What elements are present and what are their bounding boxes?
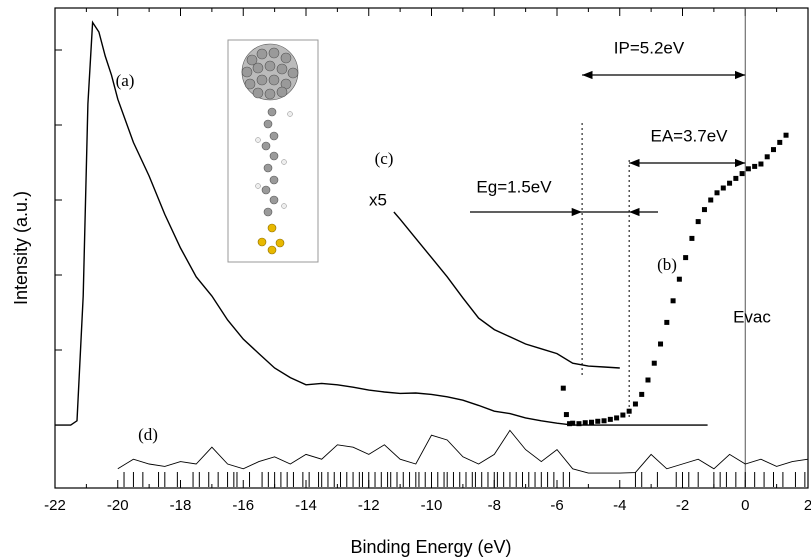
x-tick-label: -6	[550, 497, 563, 514]
scatter-point	[576, 421, 581, 426]
x-tick-label: -12	[358, 497, 380, 514]
scatter-point	[721, 186, 726, 191]
x-tick-label: -2	[676, 497, 689, 514]
scatter-point	[595, 419, 600, 424]
molecule-inset	[228, 40, 318, 262]
scatter-point	[645, 378, 650, 383]
scatter-point	[614, 415, 619, 420]
scatter-point	[746, 166, 751, 171]
scatter-point	[784, 133, 789, 138]
series-label: (b)	[657, 255, 677, 274]
scatter-point	[758, 162, 763, 167]
scatter-point	[664, 320, 669, 325]
scatter-point	[740, 171, 745, 176]
x-axis-label: Binding Energy (eV)	[350, 537, 511, 557]
x-tick-label: -22	[44, 497, 66, 514]
scatter-point	[715, 190, 720, 195]
scatter-point	[583, 420, 588, 425]
scatter-point	[727, 181, 732, 186]
scatter-point	[639, 392, 644, 397]
x-tick-label: -16	[232, 497, 254, 514]
x-tick-label: -20	[107, 497, 129, 514]
scatter-point	[733, 176, 738, 181]
y-axis-label: Intensity (a.u.)	[11, 191, 31, 305]
scatter-point	[589, 420, 594, 425]
series-label: (a)	[116, 71, 135, 90]
x-tick-label: -14	[295, 497, 317, 514]
scatter-point	[771, 147, 776, 152]
scatter-point	[765, 154, 770, 159]
scatter-point	[620, 413, 625, 418]
scatter-point	[677, 277, 682, 282]
x-tick-label: -4	[613, 497, 626, 514]
chart: Binding Energy (eV) Intensity (a.u.) -22…	[0, 0, 811, 560]
scatter-point	[570, 421, 575, 426]
annotation: IP=5.2eV	[614, 38, 685, 57]
annotation: EA=3.7eV	[650, 126, 728, 145]
scatter-point	[777, 140, 782, 145]
scatter-point	[689, 236, 694, 241]
plot-frame	[55, 8, 808, 488]
scatter-point	[627, 409, 632, 414]
series-line	[55, 22, 708, 425]
scatter-point	[671, 298, 676, 303]
x-tick-label: 2	[804, 497, 811, 514]
x-tick-label: -8	[488, 497, 501, 514]
scatter-point	[561, 386, 566, 391]
annotation: Evac	[733, 307, 771, 326]
scatter-point	[708, 198, 713, 203]
scatter-point	[658, 342, 663, 347]
series-label: (c)	[375, 149, 394, 168]
scatter-point	[652, 361, 657, 366]
x-tick-label: -10	[421, 497, 443, 514]
scatter-point	[633, 402, 638, 407]
series-label: (d)	[138, 425, 158, 444]
scatter-point	[608, 417, 613, 422]
scatter-point	[752, 164, 757, 169]
annotation: x5	[369, 190, 387, 209]
series-line	[118, 430, 808, 473]
x-tick-label: 0	[741, 497, 749, 514]
scatter-point	[702, 207, 707, 212]
x-tick-label: -18	[170, 497, 192, 514]
scatter-point	[683, 255, 688, 260]
scatter-point	[696, 219, 701, 224]
scatter-point	[602, 418, 607, 423]
annotation: Eg=1.5eV	[476, 177, 552, 196]
series-line	[394, 212, 620, 368]
scatter-point	[564, 412, 569, 417]
